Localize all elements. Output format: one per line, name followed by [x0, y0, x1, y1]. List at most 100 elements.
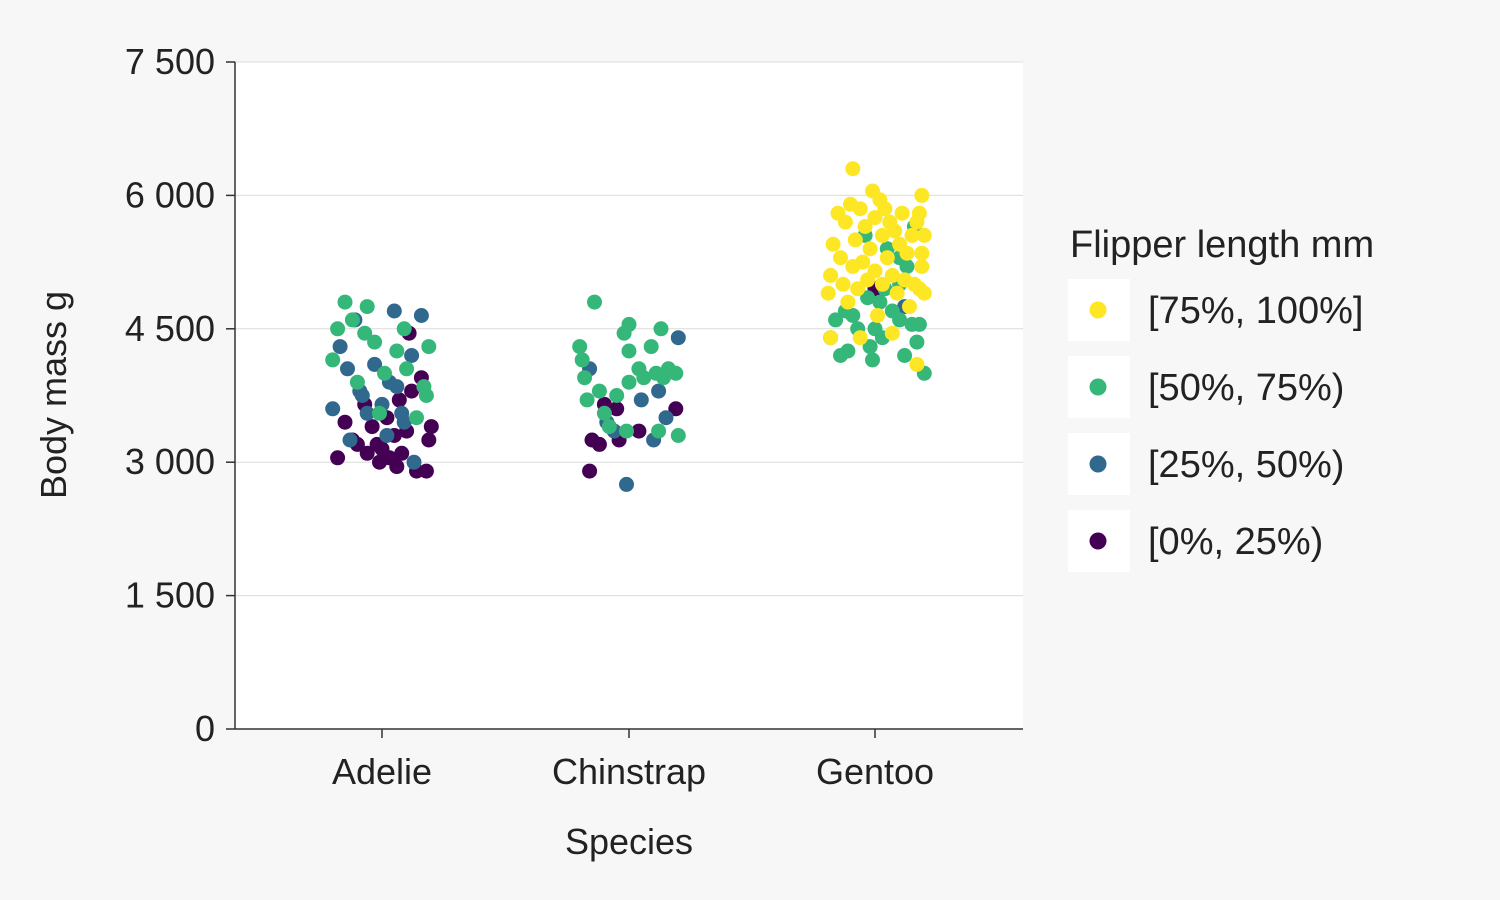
- legend-marker: [1089, 301, 1107, 319]
- data-points: [325, 161, 932, 492]
- data-point: [404, 383, 420, 399]
- data-point: [582, 463, 598, 479]
- data-point: [867, 263, 883, 279]
- data-point: [421, 432, 437, 448]
- data-point: [636, 370, 652, 386]
- data-point: [418, 388, 434, 403]
- data-point: [874, 276, 890, 292]
- data-point: [872, 294, 888, 310]
- data-point: [840, 343, 856, 359]
- data-point: [909, 356, 925, 372]
- data-point: [399, 361, 415, 377]
- legend-marker: [1089, 378, 1107, 396]
- legend-title: Flipper length mm: [1070, 224, 1374, 266]
- data-point: [330, 450, 346, 466]
- data-point: [833, 250, 848, 266]
- data-point: [916, 227, 932, 243]
- data-point: [845, 308, 861, 323]
- data-point: [651, 423, 667, 439]
- data-point: [879, 250, 895, 266]
- legend-marker: [1089, 455, 1107, 473]
- data-point: [421, 339, 437, 355]
- legend: Flipper length mm [75%, 100%] [50%, 75%) […: [1068, 224, 1374, 572]
- data-point: [845, 161, 861, 177]
- data-point: [404, 348, 420, 363]
- data-point: [389, 343, 405, 359]
- data-point: [413, 308, 429, 323]
- data-point: [857, 219, 873, 234]
- data-point: [902, 299, 917, 315]
- data-point: [391, 392, 407, 408]
- axes: 0 1 500 3 000 4 500 6 000 7 500 Adelie Chinstra…: [125, 41, 1023, 792]
- y-tick-label: 1 500: [125, 575, 215, 616]
- data-point: [572, 339, 588, 355]
- data-point: [887, 223, 903, 239]
- x-axis-title: Species: [565, 821, 693, 862]
- data-point: [423, 419, 439, 435]
- data-point: [850, 281, 866, 297]
- data-point: [379, 428, 395, 443]
- data-point: [579, 392, 595, 408]
- data-point: [631, 423, 647, 439]
- legend-label: [0%, 25%): [1148, 521, 1323, 563]
- data-point: [330, 321, 346, 337]
- legend-label: [50%, 75%): [1148, 367, 1344, 409]
- data-point: [668, 401, 684, 417]
- data-point: [823, 330, 839, 346]
- data-point: [668, 365, 684, 381]
- data-point: [609, 401, 625, 417]
- data-point: [884, 325, 900, 341]
- data-point: [658, 410, 674, 426]
- data-point: [862, 339, 878, 355]
- data-point: [916, 285, 932, 301]
- data-point: [372, 405, 387, 421]
- data-point: [394, 445, 410, 461]
- data-point: [862, 241, 878, 257]
- y-tick-label: 4 500: [125, 308, 215, 349]
- data-point: [587, 294, 602, 310]
- data-point: [596, 405, 612, 421]
- data-point: [342, 432, 358, 448]
- y-axis-title: Body mass g: [33, 291, 74, 499]
- data-point: [897, 348, 913, 363]
- data-point: [591, 436, 607, 452]
- data-point: [670, 330, 686, 346]
- data-point: [609, 388, 625, 403]
- data-point: [577, 370, 593, 386]
- data-point: [396, 321, 412, 337]
- data-point: [911, 316, 927, 332]
- data-point: [619, 423, 634, 439]
- data-point: [389, 459, 405, 475]
- data-point: [867, 210, 883, 226]
- data-point: [325, 352, 341, 368]
- data-point: [349, 374, 365, 390]
- data-point: [359, 405, 375, 421]
- data-point: [574, 352, 590, 368]
- data-point: [670, 428, 686, 443]
- y-tick-label: 0: [195, 708, 215, 749]
- data-point: [914, 259, 930, 274]
- data-point: [847, 232, 863, 248]
- data-point: [904, 227, 920, 243]
- data-point: [633, 392, 649, 408]
- x-tick-label: Adelie: [332, 751, 432, 792]
- data-point: [621, 316, 637, 332]
- legend-label: [25%, 50%): [1148, 444, 1344, 486]
- x-tick-label: Chinstrap: [552, 751, 706, 792]
- data-point: [852, 201, 868, 217]
- data-point: [364, 419, 380, 435]
- data-point: [344, 312, 360, 328]
- data-point: [820, 285, 836, 301]
- x-tick-label: Gentoo: [816, 751, 934, 792]
- legend-marker: [1089, 532, 1107, 550]
- data-point: [621, 374, 637, 390]
- data-point: [914, 245, 930, 261]
- data-point: [337, 414, 353, 430]
- data-point: [651, 383, 667, 399]
- data-point: [337, 294, 353, 310]
- data-point: [884, 267, 900, 283]
- data-point: [899, 259, 915, 274]
- data-point: [325, 401, 341, 417]
